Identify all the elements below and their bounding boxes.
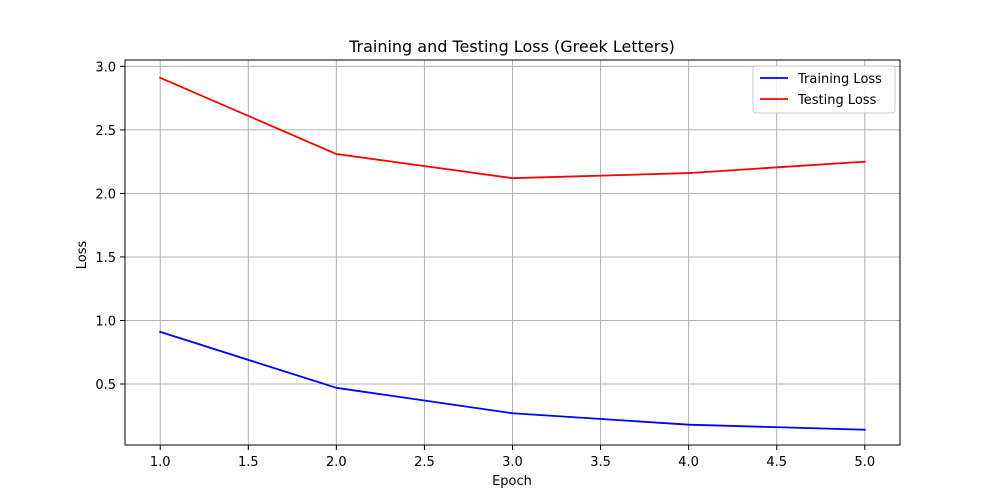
y-tick-label: 2.5 [95,124,116,139]
x-axis-label: Epoch [492,474,532,489]
y-tick-label: 3.0 [95,60,116,75]
x-tick-label: 1.0 [150,455,171,470]
series-lines [159,76,866,431]
testing-loss-point [687,172,690,174]
x-tick-label: 2.0 [326,455,347,470]
testing-loss-point [511,177,514,180]
x-tick-label: 1.5 [238,455,259,470]
legend-box [752,65,896,114]
x-tick-label: 4.0 [678,455,699,470]
training-loss-point [511,412,514,415]
training-loss-point [335,386,338,389]
y-tick-label: 1.5 [95,251,116,266]
x-axis-ticks: 1.0 1.5 2.0 2.5 3.0 3.5 4.0 4.5 5.0 [150,445,875,470]
y-axis-label: Loss [75,241,90,270]
training-loss-point [159,331,162,333]
y-tick-label: 1.0 [95,314,116,329]
testing-loss-point [335,153,338,155]
x-tick-label: 5.0 [854,455,875,470]
training-loss-legend-label: Training Loss [797,72,882,87]
training-loss-point [863,428,866,431]
x-tick-label: 4.5 [766,455,787,470]
x-tick-label: 3.0 [502,455,523,470]
x-tick-label: 2.5 [414,455,435,470]
testing-loss-point [863,160,866,163]
testing-loss-legend-label: Testing Loss [797,93,877,108]
testing-loss-point [159,76,162,79]
legend: Training Loss Testing Loss [752,65,896,114]
training-loss-point [687,423,690,426]
grid [125,60,900,445]
y-tick-label: 2.0 [95,187,116,202]
y-tick-label: 0.5 [95,378,116,393]
chart-title: Training and Testing Loss (Greek Letters… [348,37,675,56]
x-tick-label: 3.5 [590,455,611,470]
y-axis-ticks: 0.5 1.0 1.5 2.0 2.5 3.0 [95,60,125,393]
